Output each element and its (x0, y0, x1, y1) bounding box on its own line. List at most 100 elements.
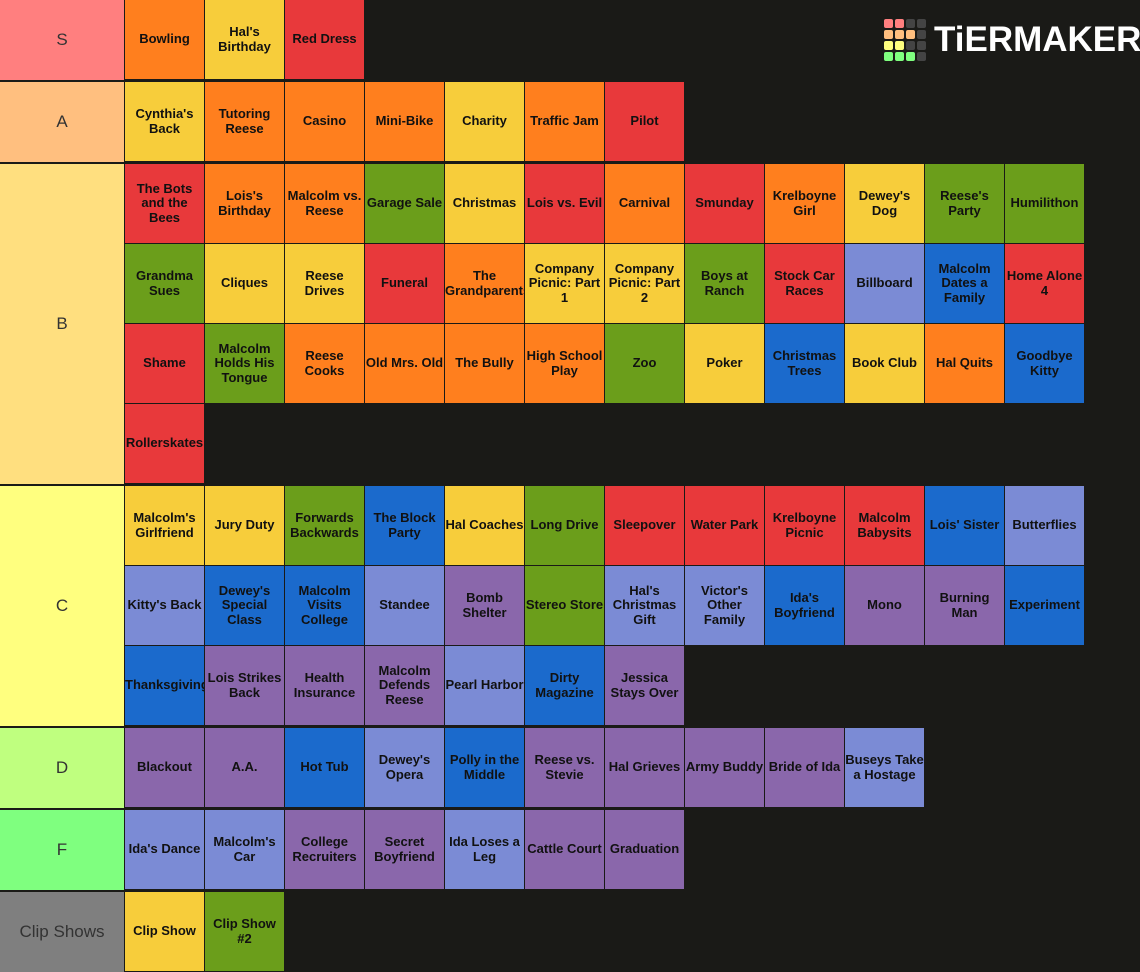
tier-item: The Bully (445, 324, 524, 403)
item-label: Smunday (695, 195, 754, 211)
item-label: Cliques (221, 275, 268, 291)
item-label: Mono (867, 597, 902, 613)
tier-item: Bowling (125, 0, 204, 79)
tier-item: Reese vs. Stevie (525, 728, 604, 807)
tier-item: Ida's Boyfriend (765, 566, 844, 645)
item-label: Shame (143, 355, 186, 371)
item-label: Clip Show #2 (213, 916, 276, 946)
item-label: Pilot (630, 113, 659, 129)
item-label: High School Play (526, 348, 603, 378)
tier-item: Dirty Magazine (525, 646, 604, 725)
tier-item: Mono (845, 566, 924, 645)
tier-item: Dewey's Opera (365, 728, 444, 807)
item-label: The Block Party (373, 510, 436, 540)
item-label: Hal Coaches (445, 517, 524, 533)
tier-item: Christmas Trees (765, 324, 844, 403)
tier-items: The Bots and the Bees Lois's Birthday Malc… (125, 164, 1140, 484)
tier-item: Malcolm Defends Reese (365, 646, 444, 725)
item-label: Stereo Store (525, 597, 604, 613)
item-label: The Bots and the Bees (136, 180, 193, 225)
item-label: Garage Sale (366, 195, 443, 211)
item-label: Long Drive (530, 517, 599, 533)
tier-items: Ida's Dance Malcolm's Car College Recruite… (125, 810, 1140, 890)
item-label: Dewey's Special Class (218, 582, 271, 627)
item-label: Water Park (690, 517, 759, 533)
tier-item: Grandma Sues (125, 244, 204, 323)
item-label: Lois vs. Evil (526, 195, 603, 211)
item-label: Billboard (856, 275, 913, 291)
item-label: Christmas (452, 195, 517, 211)
item-label: College Recruiters (292, 834, 357, 864)
item-label: Malcolm's Car (213, 834, 276, 864)
tier-items: Bowling Hal's Birthday Red Dress (125, 0, 1140, 80)
tier-item: Smunday (685, 164, 764, 243)
item-label: Goodbye Kitty (1016, 348, 1073, 378)
item-label: Carnival (618, 195, 671, 211)
tier-item: Hal's Birthday (205, 0, 284, 79)
item-label: Malcolm Dates a Family (938, 260, 991, 305)
item-label: Jury Duty (214, 517, 275, 533)
tier-item: Krelboyne Girl (765, 164, 844, 243)
tier-item: Forwards Backwards (285, 486, 364, 565)
item-label: Reese Drives (304, 268, 345, 298)
item-label: Krelboyne Picnic (772, 510, 837, 540)
tier-item: Malcolm Holds His Tongue (205, 324, 284, 403)
tier-item: Dewey's Dog (845, 164, 924, 243)
tier-item: Lois's Birthday (205, 164, 284, 243)
tier-item: Zoo (605, 324, 684, 403)
tier-item: Blackout (125, 728, 204, 807)
tier-item: Burning Man (925, 566, 1004, 645)
tier-item: Boys at Ranch (685, 244, 764, 323)
item-label: Hot Tub (300, 759, 349, 775)
tier-item: Buseys Take a Hostage (845, 728, 924, 807)
tier-item: Long Drive (525, 486, 604, 565)
tier-item: Company Picnic: Part 1 (525, 244, 604, 323)
tier-item: Reese's Party (925, 164, 1004, 243)
tier-item: Pilot (605, 82, 684, 161)
item-label: Army Buddy (685, 759, 764, 775)
item-label: Standee (379, 597, 430, 613)
item-label: Ida's Dance (128, 841, 201, 857)
tier-row: B The Bots and the Bees Lois's Birthday Mal… (0, 164, 1140, 484)
item-label: Malcolm Visits College (298, 582, 351, 627)
tier-items: Clip Show Clip Show #2 (125, 892, 1140, 972)
item-label: Reese Cooks (304, 348, 345, 378)
item-label: Company Picnic: Part 1 (528, 260, 601, 305)
tier-item: Christmas (445, 164, 524, 243)
tier-item: Humilithon (1005, 164, 1084, 243)
item-label: Malcolm Babysits (857, 510, 912, 540)
item-label: Bride of Ida (768, 759, 841, 775)
tier-item: Charity (445, 82, 524, 161)
item-label: Lois's Birthday (218, 188, 271, 218)
item-label: Forwards Backwards (290, 510, 359, 540)
tier-item: Malcolm Dates a Family (925, 244, 1004, 323)
tier-item: Graduation (605, 810, 684, 889)
item-label: Lois' Sister (929, 517, 1000, 533)
item-label: Graduation (609, 841, 680, 857)
item-label: Company Picnic: Part 2 (608, 260, 681, 305)
tier-label: C (0, 486, 124, 726)
item-label: Experiment (1009, 597, 1080, 613)
tier-item: Malcolm Visits College (285, 566, 364, 645)
tier-item: Ida Loses a Leg (445, 810, 524, 889)
logo-text: TiERMAKER (934, 20, 1140, 59)
item-label: Secret Boyfriend (374, 834, 435, 864)
tier-item: The Grandparents (445, 244, 524, 323)
item-label: The Grandparents (445, 268, 524, 298)
item-label: Ida Loses a Leg (449, 834, 520, 864)
item-label: Poker (706, 355, 743, 371)
tier-row: A Cynthia's Back Tutoring Reese Casino Mini-… (0, 82, 1140, 162)
tier-item: Thanksgiving (125, 646, 204, 725)
tier-item: Experiment (1005, 566, 1084, 645)
item-label: Mini-Bike (375, 113, 434, 129)
tier-label: S (0, 0, 124, 80)
logo-icon (884, 19, 926, 61)
tier-items: Malcolm's Girlfriend Jury Duty Forwards Ba… (125, 486, 1140, 726)
tier-item: Goodbye Kitty (1005, 324, 1084, 403)
item-label: Rollerskates (125, 435, 204, 451)
tier-item: Lois' Sister (925, 486, 1004, 565)
item-label: Tutoring Reese (218, 106, 271, 136)
tier-item: Jury Duty (205, 486, 284, 565)
